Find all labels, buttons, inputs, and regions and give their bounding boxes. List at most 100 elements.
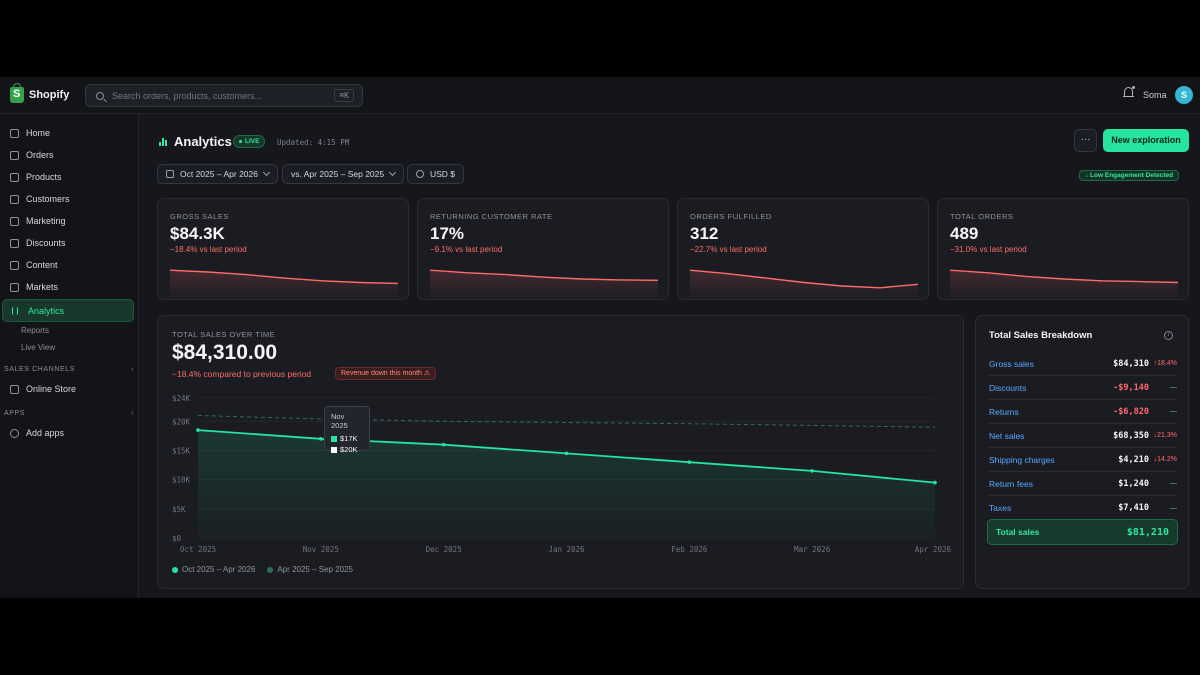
breakdown-row: Net sales $68,350 ↓21.3% (989, 424, 1177, 448)
current-series-point[interactable] (441, 442, 446, 447)
live-dot-icon (239, 140, 242, 143)
row-link[interactable]: Returns (989, 406, 1019, 417)
current-series-point[interactable] (933, 480, 937, 485)
analytics-title-icon (159, 138, 168, 146)
sidebar-item-orders[interactable]: Orders (0, 145, 139, 165)
sidebar-item-label: Online Store (26, 384, 77, 394)
sparkline-area (950, 270, 1178, 299)
sidebar-item-label: Add apps (26, 428, 65, 438)
new-exploration-button[interactable]: New exploration (1103, 129, 1189, 152)
kpi-label: GROSS SALES (170, 212, 229, 221)
row-value: -$6,820 (1113, 406, 1149, 417)
kpi-card-returning-rate[interactable]: RETURNING CUSTOMER RATE 17% −9.1% vs las… (417, 198, 669, 300)
legend-item-current[interactable]: Oct 2025 – Apr 2026 (172, 565, 255, 574)
row-link[interactable]: Return fees (989, 478, 1033, 489)
sidebar-item-home[interactable]: Home (0, 123, 139, 143)
row-link[interactable]: Net sales (989, 430, 1025, 441)
sidebar-item-label: Content (26, 260, 58, 270)
legend-item-previous[interactable]: Apr 2025 – Sep 2025 (267, 565, 353, 574)
products-icon (10, 172, 19, 182)
sidebar-item-label: Home (26, 128, 51, 138)
kpi-sparkline (169, 269, 399, 299)
sparkline-line (169, 269, 399, 285)
currency-filter[interactable]: USD $ (407, 164, 465, 184)
x-tick-label: Apr 2026 (915, 545, 952, 554)
analytics-icon (12, 306, 18, 315)
row-link[interactable]: Discounts (989, 382, 1027, 393)
sales-line-chart[interactable]: $0 $5K $10K $15K $20K $24K Oct 2025 Nov 2025 Dec… (158, 316, 964, 589)
current-series-point[interactable] (810, 469, 814, 473)
kpi-sparkline (689, 269, 919, 299)
sidebar-item-add-apps[interactable]: Add apps (0, 423, 139, 443)
bell-icon[interactable] (1123, 86, 1135, 99)
sidebar-sub-reports[interactable]: Reports (21, 326, 50, 335)
kpi-value: 489 (950, 224, 979, 243)
row-value: $4,210 (1118, 454, 1149, 465)
low-engagement-alert[interactable]: ↓ Low Engagement Detected (1079, 170, 1180, 181)
kpi-label: RETURNING CUSTOMER RATE (430, 212, 553, 221)
breakdown-total-row[interactable]: Total sales $81,210 (987, 519, 1178, 545)
sales-channels-section[interactable]: SALES CHANNELS › (4, 366, 134, 373)
current-series-point[interactable] (687, 460, 692, 464)
brand-logo[interactable]: Shopify (10, 83, 69, 103)
kpi-card-total-orders[interactable]: TOTAL ORDERS 489 −31.0% vs last period (937, 198, 1189, 300)
currency-icon (416, 170, 424, 178)
previous-swatch-icon (331, 446, 337, 453)
calendar-icon (166, 170, 174, 178)
previous-series-line[interactable] (197, 415, 936, 428)
tooltip-current-row: $17K (331, 433, 363, 444)
store-icon (10, 384, 19, 394)
user-name[interactable]: Soma (1143, 90, 1167, 100)
current-series-point[interactable] (319, 437, 323, 441)
shopify-bag-icon (10, 83, 24, 103)
row-link[interactable]: Shipping charges (989, 454, 1055, 465)
kpi-card-orders-fulfilled[interactable]: ORDERS FULFILLED 312 −22.7% vs last peri… (677, 198, 929, 300)
avatar[interactable]: S (1175, 86, 1193, 104)
page-title: Analytics (174, 134, 232, 149)
row-change: — (1170, 480, 1177, 487)
date-range-filter[interactable]: Oct 2025 – Apr 2026 (157, 164, 278, 184)
live-label: LIVE (245, 138, 260, 145)
home-icon (10, 128, 19, 138)
sidebar-item-products[interactable]: Products (0, 167, 139, 187)
search-input[interactable]: Search orders, products, customers... ⌘K (85, 84, 363, 107)
content-icon (10, 260, 19, 270)
compare-range-label: vs. Apr 2025 – Sep 2025 (291, 169, 385, 179)
sidebar-sub-live-view[interactable]: Live View (21, 343, 56, 352)
sidebar-item-discounts[interactable]: Discounts (0, 233, 139, 253)
chevron-right-icon: › (131, 410, 134, 417)
x-tick-label: Nov 2025 (303, 545, 339, 554)
sidebar-item-customers[interactable]: Customers (0, 189, 139, 209)
chart-legend: Oct 2025 – Apr 2026 Apr 2025 – Sep 2025 (172, 565, 353, 574)
row-link[interactable]: Gross sales (989, 358, 1034, 369)
add-apps-icon (10, 428, 19, 438)
chart-delta: −18.4% compared to previous period (172, 369, 312, 379)
row-change: — (1170, 408, 1177, 415)
x-tick-label: Feb 2026 (671, 545, 708, 554)
info-icon[interactable]: i (1164, 331, 1173, 340)
live-badge: LIVE (233, 135, 266, 148)
more-options-button[interactable]: ··· (1074, 129, 1097, 152)
apps-section[interactable]: APPS › (4, 410, 134, 417)
sidebar-item-online-store[interactable]: Online Store (0, 379, 139, 399)
x-tick-label: Jan 2026 (548, 545, 585, 554)
sidebar-item-markets[interactable]: Markets (0, 277, 139, 297)
markets-icon (10, 282, 19, 292)
current-series-point[interactable] (196, 428, 200, 432)
tooltip-title: Nov 2025 (331, 412, 348, 430)
kpi-delta: −9.1% vs last period (430, 245, 503, 254)
row-link[interactable]: Taxes (989, 503, 1012, 513)
revenue-warning-badge[interactable]: Revenue down this month ⚠ (335, 367, 437, 380)
current-series-point[interactable] (564, 451, 569, 456)
compare-range-filter[interactable]: vs. Apr 2025 – Sep 2025 (282, 164, 405, 184)
kpi-delta: −22.7% vs last period (690, 245, 767, 254)
sidebar-item-content[interactable]: Content (0, 255, 139, 275)
row-value: $7,410 (1118, 503, 1149, 513)
search-placeholder: Search orders, products, customers... (112, 90, 263, 101)
breakdown-row: Returns -$6,820 — (989, 400, 1177, 424)
sidebar-item-marketing[interactable]: Marketing (0, 211, 139, 231)
sidebar-item-analytics[interactable]: Analytics (2, 299, 134, 322)
kpi-card-gross-sales[interactable]: GROSS SALES $84.3K −18.4% vs last period (157, 198, 409, 300)
sidebar-item-label: Analytics (28, 305, 65, 316)
y-tick-label: $24K (172, 394, 191, 403)
